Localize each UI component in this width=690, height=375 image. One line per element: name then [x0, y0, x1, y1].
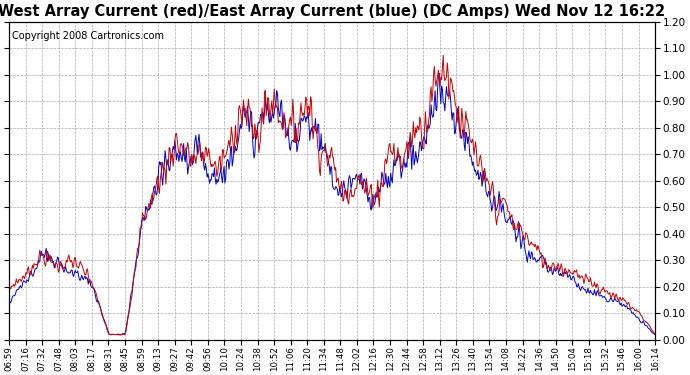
- Title: West Array Current (red)/East Array Current (blue) (DC Amps) Wed Nov 12 16:22: West Array Current (red)/East Array Curr…: [0, 4, 666, 19]
- Text: Copyright 2008 Cartronics.com: Copyright 2008 Cartronics.com: [12, 31, 164, 41]
